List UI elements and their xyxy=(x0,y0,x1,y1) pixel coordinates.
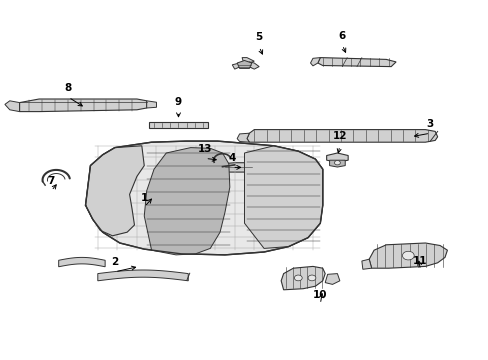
Circle shape xyxy=(294,275,302,281)
Polygon shape xyxy=(144,148,229,255)
Text: 5: 5 xyxy=(255,32,262,42)
Text: 13: 13 xyxy=(198,144,212,154)
Text: 9: 9 xyxy=(175,97,182,107)
Text: 1: 1 xyxy=(141,193,147,203)
Polygon shape xyxy=(244,146,322,248)
Polygon shape xyxy=(329,160,345,167)
Text: 8: 8 xyxy=(65,83,72,93)
Polygon shape xyxy=(237,133,249,142)
Text: 4: 4 xyxy=(228,153,236,163)
Polygon shape xyxy=(149,122,207,128)
Polygon shape xyxy=(59,257,105,267)
Text: 3: 3 xyxy=(426,119,433,129)
Polygon shape xyxy=(242,58,254,65)
Polygon shape xyxy=(222,163,254,172)
Circle shape xyxy=(307,275,315,281)
Polygon shape xyxy=(317,58,395,67)
Text: 10: 10 xyxy=(312,290,327,300)
Text: 2: 2 xyxy=(111,257,118,267)
Polygon shape xyxy=(244,62,259,69)
Polygon shape xyxy=(85,146,144,236)
Polygon shape xyxy=(368,243,447,268)
Polygon shape xyxy=(310,58,320,66)
Polygon shape xyxy=(146,101,156,108)
Polygon shape xyxy=(281,266,325,290)
Polygon shape xyxy=(325,274,339,284)
Polygon shape xyxy=(361,259,371,269)
Text: 7: 7 xyxy=(47,176,55,186)
Polygon shape xyxy=(5,101,20,112)
Circle shape xyxy=(402,251,413,260)
Polygon shape xyxy=(98,270,188,281)
Circle shape xyxy=(334,161,340,165)
Text: 6: 6 xyxy=(338,31,345,41)
Polygon shape xyxy=(246,130,437,142)
Text: 11: 11 xyxy=(412,256,427,266)
Polygon shape xyxy=(232,61,244,69)
Text: 12: 12 xyxy=(332,131,346,141)
Polygon shape xyxy=(85,141,322,255)
Polygon shape xyxy=(326,153,347,162)
Polygon shape xyxy=(237,60,251,68)
Polygon shape xyxy=(20,99,146,112)
